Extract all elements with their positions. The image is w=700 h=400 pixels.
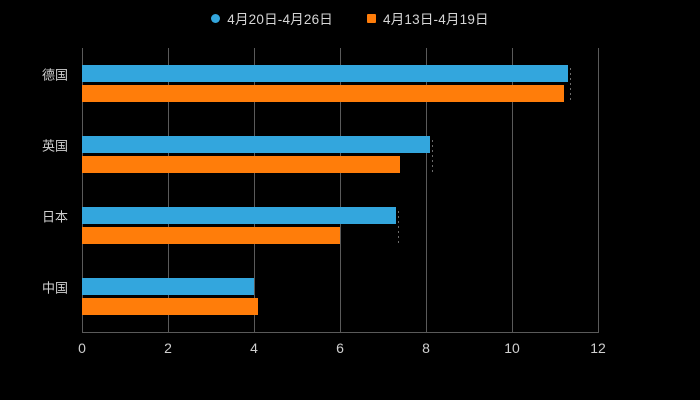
render-artifact — [397, 211, 399, 245]
category-band: 英国 — [42, 119, 598, 190]
bar[interactable] — [82, 278, 254, 296]
gridline — [254, 48, 255, 333]
x-axis-tick-label: 10 — [504, 340, 520, 356]
gridline — [340, 48, 341, 333]
category-band: 日本 — [42, 191, 598, 262]
legend-item-series-1[interactable]: 4月13日-4月19日 — [367, 8, 489, 28]
x-axis-tick-label: 4 — [250, 340, 258, 356]
render-artifact — [432, 140, 434, 174]
gridline — [598, 48, 599, 333]
y-axis-category-label: 中国 — [41, 280, 68, 296]
gridline — [426, 48, 427, 333]
x-axis-tick-label: 12 — [590, 340, 606, 356]
circle-marker-icon — [211, 13, 221, 23]
y-axis-category-label: 英国 — [41, 138, 68, 154]
bar[interactable] — [82, 155, 401, 173]
square-marker-icon — [367, 13, 376, 23]
x-axis-tick-label: 6 — [336, 340, 344, 356]
bar[interactable] — [82, 298, 259, 316]
bar[interactable] — [82, 64, 568, 82]
legend-label-series-1: 4月13日-4月19日 — [383, 12, 489, 27]
gridline — [168, 48, 169, 333]
category-band: 中国 — [42, 262, 598, 333]
y-axis-category-label: 日本 — [41, 209, 68, 225]
bar[interactable] — [82, 207, 396, 225]
render-artifact — [569, 68, 571, 102]
category-band: 德国 — [42, 48, 598, 119]
bar[interactable] — [82, 227, 340, 245]
gridline — [512, 48, 513, 333]
y-axis-category-label: 德国 — [41, 67, 68, 83]
x-axis-tick-label: 8 — [422, 340, 430, 356]
x-axis-tick-label: 0 — [78, 340, 86, 356]
gridline — [82, 48, 83, 333]
legend-item-series-0[interactable]: 4月20日-4月26日 — [211, 8, 333, 28]
legend-label-series-0: 4月20日-4月26日 — [227, 12, 333, 27]
bar[interactable] — [82, 84, 564, 102]
x-axis-tick-label: 2 — [164, 340, 172, 356]
plot-area: 0 2 4 6 8 10 12 中国 日本 英国 德国 — [42, 48, 606, 356]
x-axis-line — [82, 332, 598, 333]
bar[interactable] — [82, 135, 431, 153]
chart-legend: 4月20日-4月26日 4月13日-4月19日 — [0, 8, 700, 28]
